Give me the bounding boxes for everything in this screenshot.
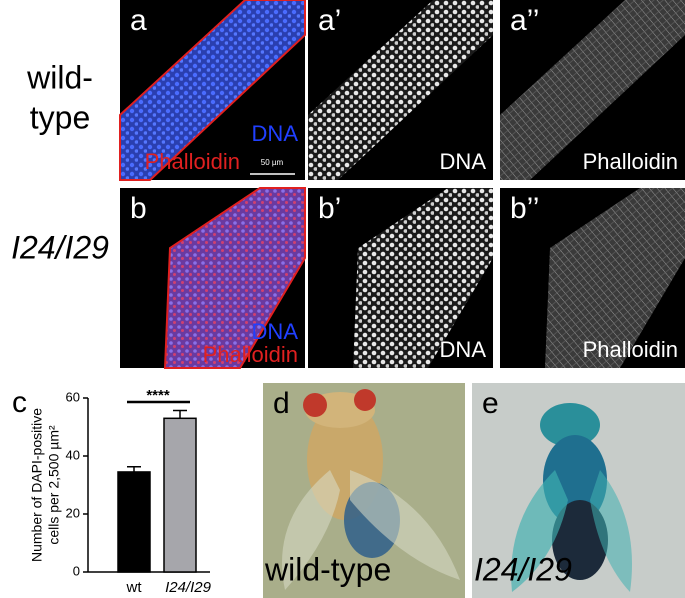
y-axis-label: cells per 2,500 µm² (46, 425, 62, 545)
y-tick-label: 20 (66, 505, 80, 520)
channel-label: Phalloidin (145, 149, 240, 174)
y-tick-label: 40 (66, 447, 80, 462)
row-label: type (30, 99, 90, 135)
channel-label: DNA (252, 121, 299, 146)
row-label: wild- (26, 59, 93, 95)
fly-abdomen (552, 500, 608, 580)
tissue (500, 0, 685, 180)
y-tick-label: 60 (66, 389, 80, 404)
panel-letter: a (130, 4, 147, 37)
panel-letter: c (12, 386, 27, 419)
micrograph: b’’ Phalloidin (500, 188, 685, 368)
scale-bar-label: 50 µm (261, 158, 284, 167)
micrograph: b’ DNA (308, 188, 493, 368)
bar-chart: c 0 20 40 60 Number of DAPI-positive cells per… (12, 386, 212, 596)
bar (163, 417, 197, 573)
tissue (308, 0, 493, 180)
channel-label: Phalloidin (583, 337, 678, 362)
photo-label: I24/I29 (474, 551, 572, 587)
tissue (119, 0, 306, 181)
channel-label: DNA (252, 319, 299, 344)
bar (117, 471, 151, 573)
fly-wing (282, 470, 340, 590)
micrograph: a DNA Phalloidin 50 µm (119, 0, 306, 181)
photographs (263, 383, 685, 598)
tissue (163, 187, 306, 369)
fly-eye (303, 393, 327, 417)
panel-letter: b’’ (510, 192, 539, 225)
panel-letter: a’’ (510, 4, 539, 37)
significance-label: **** (146, 387, 170, 404)
error-bar (173, 409, 187, 419)
tissue (545, 188, 685, 368)
channel-label: Phalloidin (583, 149, 678, 174)
y-tick-label: 0 (73, 563, 80, 578)
error-bar (127, 465, 141, 472)
x-tick-label: wt (126, 579, 143, 596)
x-tick-label: I24/I29 (165, 579, 212, 596)
labels: wild-type I24/I29 d wild-type e I24/I29 (11, 59, 572, 587)
panel-letter: b (130, 192, 147, 225)
micrograph: a’ DNA (308, 0, 493, 180)
fly-wing (350, 470, 460, 580)
row-label: I24/I29 (11, 229, 109, 265)
panel-letter: d (273, 387, 290, 420)
fly-head (540, 403, 600, 447)
panel-letter: b’ (318, 192, 341, 225)
fly-wing (511, 470, 568, 592)
fly-eye (354, 389, 376, 411)
panel-letter: a’ (318, 4, 341, 37)
micrograph: a’’ Phalloidin (500, 0, 685, 180)
tissue (353, 188, 493, 368)
channel-label: Phalloidin (203, 342, 298, 367)
channel-label: DNA (440, 149, 487, 174)
panel-letter: e (482, 387, 499, 420)
y-axis-label: Number of DAPI-positive (29, 408, 45, 562)
channel-label: DNA (440, 337, 487, 362)
fly-wing (590, 470, 632, 592)
photo-label: wild-type (264, 551, 391, 587)
